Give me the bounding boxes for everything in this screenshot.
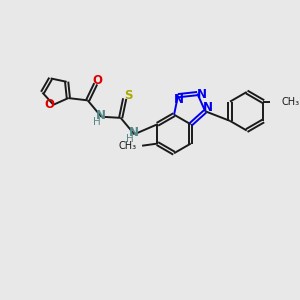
Text: N: N bbox=[197, 88, 207, 101]
Text: N: N bbox=[174, 94, 184, 106]
Text: S: S bbox=[124, 89, 132, 102]
Text: O: O bbox=[44, 98, 54, 111]
Text: H: H bbox=[126, 134, 134, 144]
Text: CH₃: CH₃ bbox=[281, 97, 299, 106]
Text: H: H bbox=[93, 117, 101, 127]
Text: CH₃: CH₃ bbox=[118, 141, 137, 151]
Text: N: N bbox=[96, 109, 106, 122]
Text: N: N bbox=[202, 101, 212, 114]
Text: O: O bbox=[92, 74, 102, 87]
Text: N: N bbox=[129, 126, 139, 140]
